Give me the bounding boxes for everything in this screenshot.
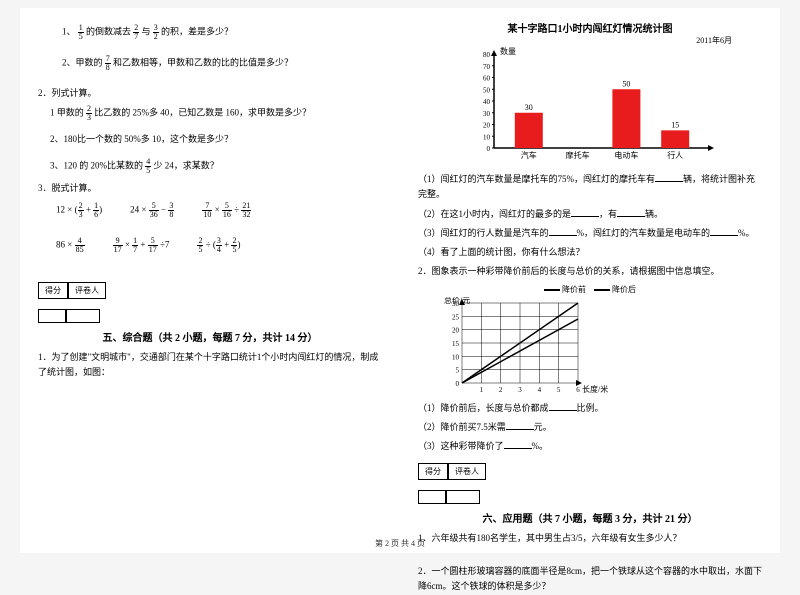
chart-date: 2011年6月 — [418, 35, 732, 46]
svg-text:80: 80 — [483, 51, 491, 59]
svg-text:数量: 数量 — [500, 46, 516, 56]
score-table-5: 得分 评卷人 — [38, 282, 382, 299]
svg-text:4: 4 — [538, 386, 542, 394]
svg-text:25: 25 — [452, 313, 460, 321]
q2: 2、甲数的 78 和乙数相等，甲数和乙数的比的比值是多少？ — [38, 55, 382, 72]
app-q2: 2．一个圆柱形玻璃容器的底面半径是8cm，把一个铁球从这个容器的水中取出，水面下… — [418, 564, 762, 595]
svg-text:0: 0 — [456, 380, 460, 388]
svg-text:摩托车: 摩托车 — [566, 150, 590, 160]
svg-text:行人: 行人 — [667, 150, 683, 160]
chart-title: 某十字路口1小时内闯红灯情况统计图 — [418, 20, 762, 35]
s2-title: 2．列式计算。 — [38, 86, 382, 101]
expr-row-1: 12 × (23 + 16) 24 × 536 − 38 710 × 516 ÷… — [56, 202, 382, 219]
s2q3: 3、120 的 20%比某数的 45 少 24，求某数？ — [38, 158, 382, 175]
bar-chart: 80 70 60 50 40 30 20 10 0 数量汽车 30 摩托车 电动车 50 行人 15 — [460, 46, 720, 166]
s3: 3．脱式计算。 — [38, 181, 382, 196]
svg-text:1: 1 — [480, 386, 484, 394]
problem-2: 2．图象表示一种彩带降价前后的长度与总价的关系，请根据图中信息填空。 — [418, 264, 762, 279]
svg-text:15: 15 — [671, 120, 679, 129]
grader-label: 评卷人 — [68, 282, 106, 299]
legend: 降价前 降价后 — [418, 284, 762, 295]
svg-text:30: 30 — [525, 103, 533, 112]
r2-q2: （2）降价前买7.5米需元。 — [418, 420, 762, 435]
r2-q1: （1）降价前后，长度与总价都成比例。 — [418, 401, 762, 416]
r-q2: （2）在这1小时内，闯红灯的最多的是，有辆。 — [418, 207, 762, 222]
svg-text:汽车: 汽车 — [521, 150, 537, 160]
svg-text:50: 50 — [483, 86, 491, 94]
q1-pre: 1、 — [62, 27, 76, 37]
right-column: 某十字路口1小时内闯红灯情况统计图 2011年6月 80706050403020… — [400, 8, 780, 553]
svg-text:5: 5 — [456, 366, 460, 374]
score-label: 得分 — [38, 282, 68, 299]
worksheet-page: 1、 15 的倒数减去 27 与 32 的积，差是多少？ 2、甲数的 78 和乙… — [20, 8, 780, 553]
line-chart: 123456051015202530总价/元长度/米 — [438, 297, 618, 397]
r2-q3: （3）这种彩带降价了%。 — [418, 439, 762, 454]
svg-text:40: 40 — [483, 98, 491, 106]
svg-text:总价/元: 总价/元 — [444, 297, 470, 305]
svg-text:0: 0 — [487, 145, 491, 153]
svg-text:长度/米: 长度/米 — [582, 384, 608, 394]
r-q4: （4）看了上面的统计图，你有什么想法？ — [418, 245, 762, 260]
s2q2: 2、180比一个数的 50%多 10，这个数是多少？ — [38, 132, 382, 147]
score-table-6: 得分 评卷人 — [418, 463, 762, 480]
left-column: 1、 15 的倒数减去 27 与 32 的积，差是多少？ 2、甲数的 78 和乙… — [20, 8, 400, 553]
svg-text:60: 60 — [483, 75, 491, 83]
section-5-title: 五、综合题（共 2 小题，每题 7 分，共计 14 分） — [38, 329, 382, 344]
s2q1: 1 甲数的 23 比乙数的 25%多 40，已知乙数是 160，求甲数是多少？ — [38, 105, 382, 122]
svg-text:10: 10 — [483, 133, 491, 141]
svg-text:5: 5 — [557, 386, 561, 394]
svg-text:20: 20 — [452, 326, 460, 334]
page-footer: 第 2 页 共 4 页 — [20, 538, 780, 549]
svg-text:电动车: 电动车 — [614, 150, 638, 160]
svg-text:6: 6 — [576, 386, 580, 394]
expr-row-2: 86 × 485 917 × 17 + 517 ÷7 25 ÷ (34 + 25… — [56, 237, 382, 254]
svg-text:10: 10 — [452, 353, 460, 361]
svg-text:50: 50 — [622, 79, 630, 88]
svg-text:30: 30 — [483, 110, 491, 118]
section-6-title: 六、应用题（共 7 小题，每题 3 分，共计 21 分） — [418, 510, 762, 525]
r-q1: （1）闯红灯的汽车数量是摩托车的75%，闯红灯的摩托车有辆，将统计图补充完整。 — [418, 172, 762, 203]
svg-text:2: 2 — [499, 386, 503, 394]
svg-text:20: 20 — [483, 122, 491, 130]
svg-text:70: 70 — [483, 63, 491, 71]
q1: 1、 15 的倒数减去 27 与 32 的积，差是多少？ — [38, 24, 382, 41]
svg-text:3: 3 — [518, 386, 522, 394]
problem-1: 1．为了创建"文明城市"，交通部门在某个十字路口统计1个小时内闯红灯的情况，制成… — [38, 350, 382, 381]
svg-text:15: 15 — [452, 340, 460, 348]
r-q3: （3）闯红灯的行人数量是汽车的%，闯红灯的汽车数量是电动车的%。 — [418, 226, 762, 241]
